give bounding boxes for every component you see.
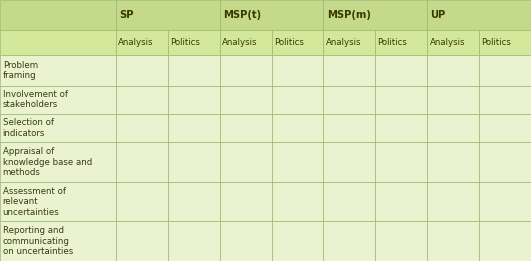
Bar [427,182,479,221]
Text: MSP(m): MSP(m) [327,10,371,20]
Bar [220,0,323,30]
Bar [375,221,427,261]
Bar [479,86,531,114]
Text: Politics: Politics [378,38,407,47]
Text: MSP(t): MSP(t) [223,10,261,20]
Bar [479,30,531,55]
Text: Politics: Politics [273,38,304,47]
Text: UP: UP [431,10,446,20]
Bar [427,221,479,261]
Text: SP: SP [119,10,133,20]
Bar [271,182,323,221]
Text: Politics: Politics [170,38,200,47]
Bar [0,142,116,182]
Bar [116,221,168,261]
Bar [375,30,427,55]
Text: Involvement of
stakeholders: Involvement of stakeholders [3,90,67,109]
Bar [168,142,220,182]
Bar [323,30,375,55]
Bar [116,30,168,55]
Bar [168,30,220,55]
Bar [323,221,375,261]
Bar [116,55,168,86]
Bar [323,86,375,114]
Bar [427,86,479,114]
Text: Analysis: Analysis [326,38,361,47]
Bar [220,30,271,55]
Bar [323,0,427,30]
Text: Reporting and
communicating
on uncertainties: Reporting and communicating on uncertain… [3,226,73,256]
Bar [427,142,479,182]
Bar [0,182,116,221]
Text: Analysis: Analysis [118,38,153,47]
Text: Analysis: Analysis [222,38,257,47]
Text: Assessment of
relevant
uncertainties: Assessment of relevant uncertainties [3,187,66,217]
Bar [220,86,271,114]
Bar [168,55,220,86]
Bar [0,86,116,114]
Bar [427,0,531,30]
Bar [220,114,271,142]
Bar [116,0,220,30]
Bar [116,142,168,182]
Bar [427,30,479,55]
Bar [427,114,479,142]
Bar [220,55,271,86]
Bar [220,142,271,182]
Bar [375,114,427,142]
Bar [375,182,427,221]
Bar [116,86,168,114]
Bar [220,221,271,261]
Bar [479,114,531,142]
Bar [323,114,375,142]
Bar [271,142,323,182]
Bar [375,142,427,182]
Text: Appraisal of
knowledge base and
methods: Appraisal of knowledge base and methods [3,147,92,177]
Bar [271,30,323,55]
Bar [323,182,375,221]
Bar [271,221,323,261]
Bar [0,30,116,55]
Bar [427,55,479,86]
Bar [220,182,271,221]
Bar [168,182,220,221]
Bar [375,55,427,86]
Text: Selection of
indicators: Selection of indicators [3,118,54,138]
Bar [168,114,220,142]
Text: Problem
framing: Problem framing [3,61,38,80]
Bar [116,182,168,221]
Text: Politics: Politics [482,38,511,47]
Bar [479,221,531,261]
Bar [479,55,531,86]
Text: Analysis: Analysis [430,38,465,47]
Bar [271,114,323,142]
Bar [323,142,375,182]
Bar [271,86,323,114]
Bar [116,114,168,142]
Bar [479,142,531,182]
Bar [168,221,220,261]
Bar [271,55,323,86]
Bar [375,86,427,114]
Bar [0,114,116,142]
Bar [0,0,116,30]
Bar [323,55,375,86]
Bar [168,86,220,114]
Bar [0,55,116,86]
Bar [0,221,116,261]
Bar [479,182,531,221]
